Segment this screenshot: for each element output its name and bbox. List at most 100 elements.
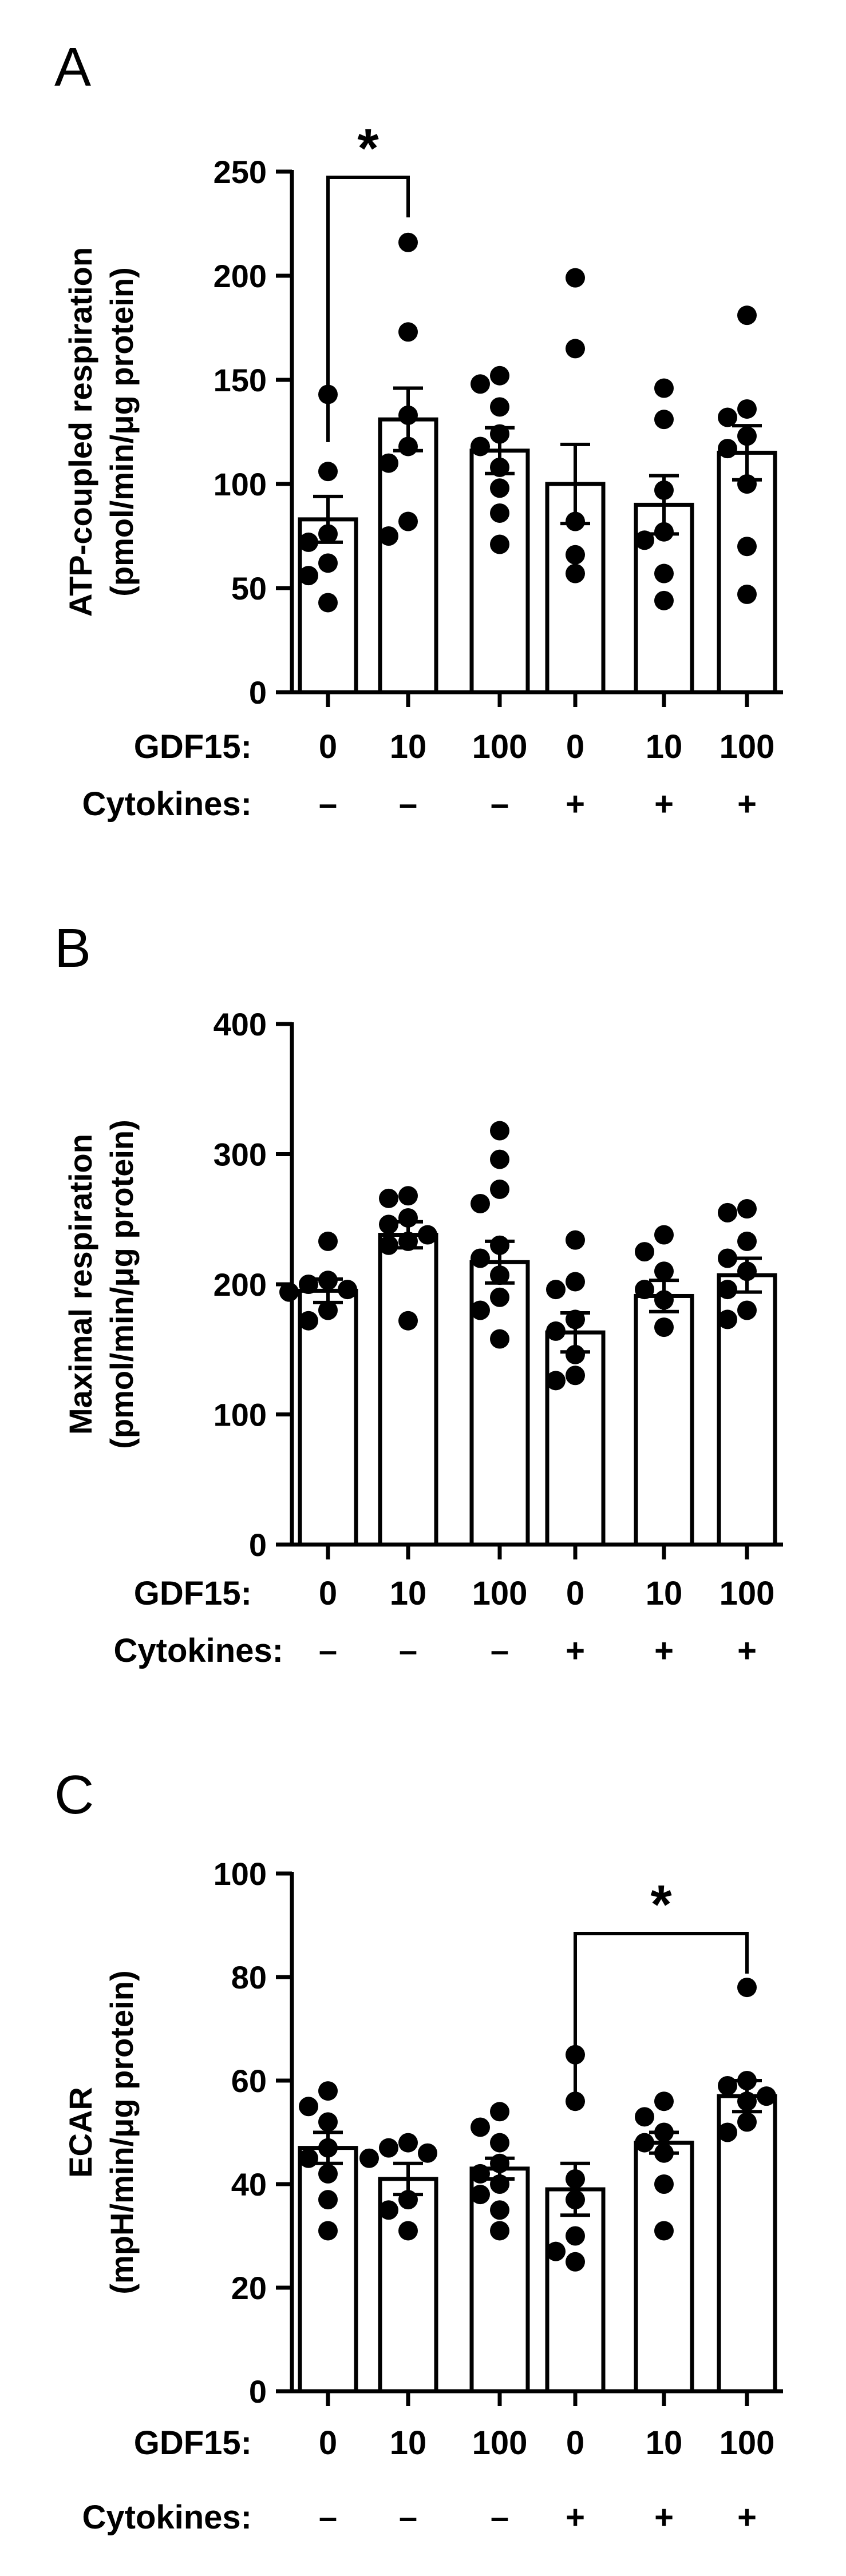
gdf15-dose-label: 10: [390, 728, 427, 765]
data-point: [718, 1309, 737, 1329]
data-point: [490, 1265, 509, 1285]
data-point: [318, 2190, 338, 2210]
cytokines-flag-label: –: [399, 1632, 417, 1669]
data-point: [379, 1235, 398, 1255]
y-axis-title: ECAR: [62, 2087, 98, 2178]
data-point: [471, 2185, 490, 2205]
cytokines-flag-label: –: [399, 785, 417, 823]
gdf15-dose-label: 100: [720, 2424, 775, 2462]
data-point: [654, 480, 674, 500]
data-point: [318, 2138, 338, 2158]
data-point: [471, 1300, 490, 1320]
data-point: [654, 410, 674, 430]
panel-a: A ATP-coupled respiration (pmol/min/μg pro…: [54, 37, 783, 823]
data-point: [654, 590, 674, 610]
data-point: [299, 1275, 318, 1294]
data-point: [418, 2143, 437, 2163]
gdf15-dose-label: 0: [319, 2424, 337, 2462]
gdf15-row-label: GDF15:: [134, 728, 252, 765]
data-point: [338, 1280, 357, 1300]
data-point: [318, 2081, 338, 2101]
data-point: [279, 1282, 299, 1302]
bar-b-1: [378, 1233, 438, 1547]
data-point: [490, 2174, 509, 2194]
gdf15-dose-label: 100: [472, 728, 528, 765]
gdf15-dose-label: 0: [566, 2424, 584, 2462]
data-point: [379, 2138, 398, 2158]
gdf15-dose-label: 0: [566, 1575, 584, 1612]
gdf15-dose-label: 0: [566, 728, 584, 765]
data-point: [398, 1208, 418, 1228]
y-tick-label: 100: [214, 1397, 267, 1433]
data-point: [318, 1231, 338, 1251]
gdf15-dose-label: 10: [390, 1575, 427, 1612]
y-tick-label: 0: [249, 674, 267, 711]
data-point: [654, 563, 674, 584]
data-point: [737, 426, 757, 446]
data-point: [490, 2200, 509, 2220]
data-point: [566, 545, 585, 565]
y-tick-label: 300: [214, 1137, 267, 1173]
data-point: [737, 1231, 757, 1251]
data-point: [635, 1280, 654, 1300]
bar-c-0: [298, 2146, 358, 2394]
data-point: [737, 537, 757, 557]
gdf15-dose-label: 10: [390, 2424, 427, 2462]
data-point: [490, 2133, 509, 2153]
data-point: [654, 2221, 674, 2241]
gdf15-dose-label: 10: [646, 2424, 683, 2462]
gdf15-dose-label: 10: [646, 728, 683, 765]
cytokines-flag-label: +: [654, 2499, 674, 2536]
data-point: [318, 1300, 338, 1320]
data-point: [654, 378, 674, 398]
data-point: [299, 566, 318, 586]
data-point: [471, 374, 490, 394]
data-point: [318, 524, 338, 544]
data-point: [398, 436, 418, 457]
data-point: [546, 1280, 566, 1300]
data-point: [398, 2190, 418, 2210]
data-point: [654, 522, 674, 542]
cytokines-flag-label: –: [399, 2499, 417, 2536]
data-point: [654, 1225, 674, 1245]
data-point: [490, 366, 509, 386]
data-point: [566, 2190, 585, 2210]
data-point: [566, 268, 585, 288]
data-point: [654, 2091, 674, 2111]
data-point: [490, 397, 509, 417]
data-point: [566, 2169, 585, 2189]
y-axis-unit: (mpH/min/μg protein): [104, 1970, 140, 2294]
data-point: [398, 322, 418, 342]
data-point: [379, 453, 398, 473]
data-point: [318, 462, 338, 482]
data-point: [398, 405, 418, 425]
panel-letter: B: [54, 918, 91, 979]
gdf15-dose-label: 100: [472, 2424, 528, 2462]
cytokines-row-label: Cytokines:: [113, 1632, 283, 1669]
data-point: [737, 584, 757, 604]
data-point: [718, 1202, 737, 1222]
data-point: [737, 305, 757, 326]
data-point: [318, 2221, 338, 2241]
gdf15-dose-label: 100: [472, 1575, 528, 1612]
data-point: [490, 2221, 509, 2241]
cytokines-flag-label: +: [566, 1632, 585, 1669]
data-point: [490, 503, 509, 523]
data-point: [471, 1193, 490, 1213]
panel-letter: C: [54, 1764, 94, 1825]
data-point: [490, 1329, 509, 1349]
data-point: [718, 2076, 737, 2096]
cytokines-flag-label: –: [491, 1632, 509, 1669]
significance-star: *: [357, 118, 379, 179]
data-point: [737, 1978, 757, 1998]
data-point: [490, 534, 509, 554]
data-point: [359, 2148, 379, 2168]
gdf15-dose-label: 100: [720, 728, 775, 765]
y-tick-label: 100: [214, 466, 267, 502]
data-point: [635, 1242, 654, 1262]
y-tick-label: 50: [231, 570, 267, 606]
cytokines-flag-label: –: [491, 785, 509, 823]
cytokines-flag-label: +: [737, 1632, 757, 1669]
data-point: [654, 1261, 674, 1281]
